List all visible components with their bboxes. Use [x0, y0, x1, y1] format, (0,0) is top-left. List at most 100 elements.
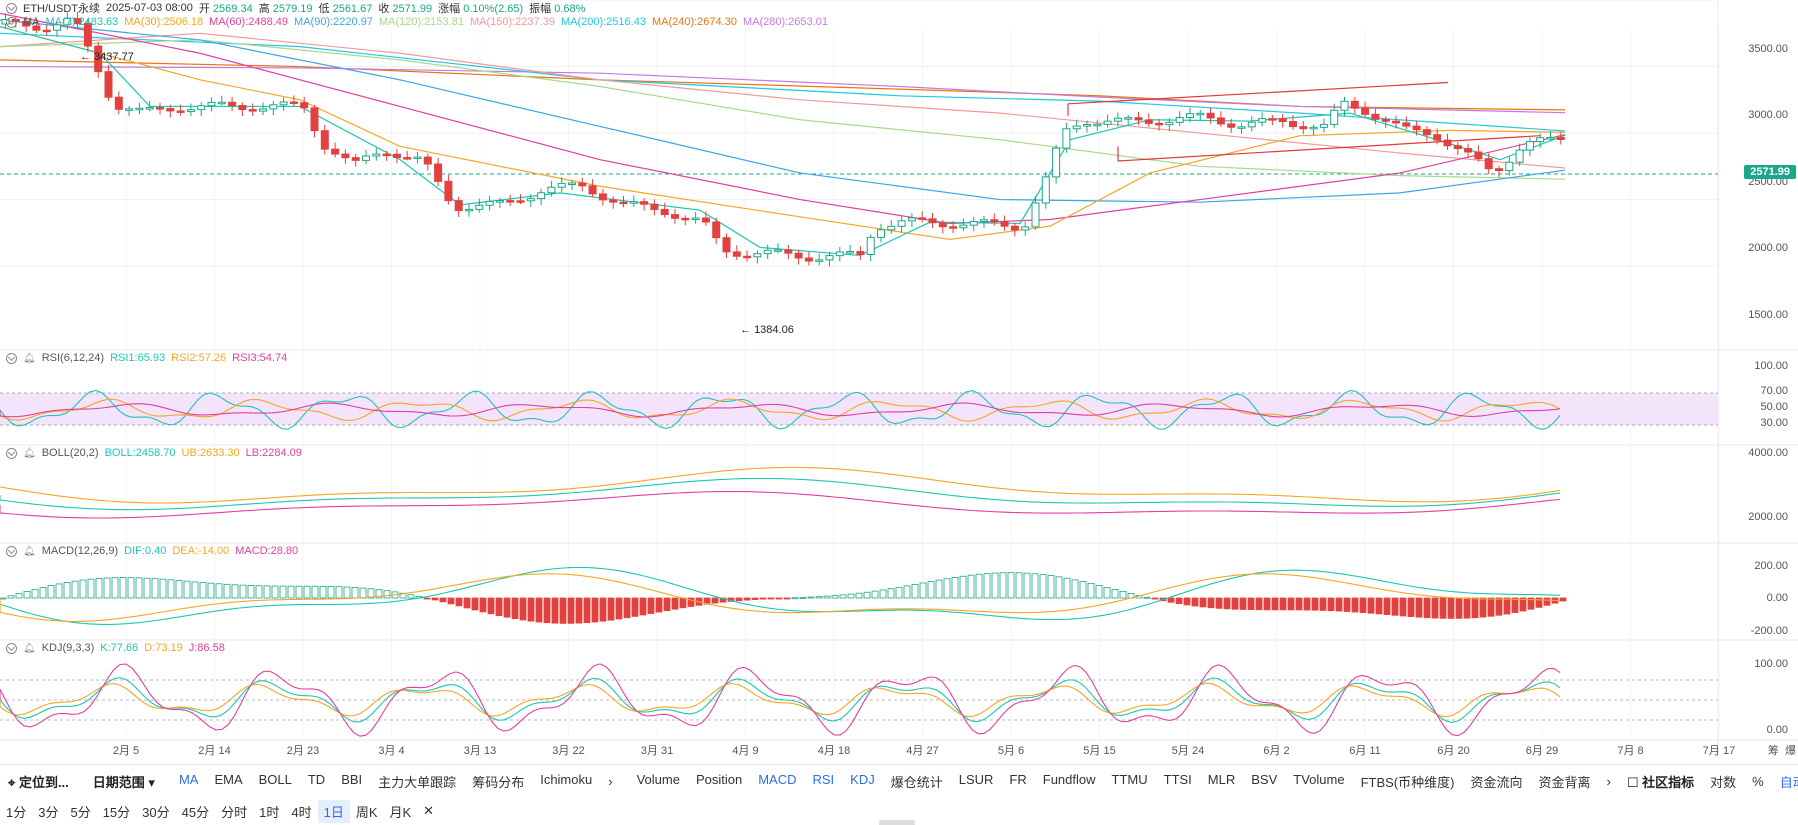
- log-scale-button[interactable]: 对数: [1710, 774, 1737, 790]
- timeframe-5分-button[interactable]: 5分: [70, 804, 91, 820]
- ma-legend-item: MA(90):2220.97: [294, 16, 373, 28]
- macd-bar: [1535, 597, 1543, 608]
- macd-bar: [583, 597, 591, 624]
- candle-body: [42, 29, 51, 33]
- macd-bar: [1303, 597, 1311, 611]
- macd-bar: [1143, 596, 1151, 599]
- bell-icon[interactable]: 🔔︎: [23, 447, 36, 459]
- percent-scale-button[interactable]: %: [1752, 773, 1764, 789]
- subindicator-volume-button[interactable]: Volume: [636, 771, 680, 787]
- candle-body: [1505, 161, 1514, 172]
- ohlc-legend: ETH/USDT永续 2025-07-03 08:00 开 2569.34 高 …: [6, 0, 585, 16]
- candle-body: [774, 249, 782, 252]
- indicator-ma-button[interactable]: MA: [178, 771, 199, 787]
- subindicator-tvolume-button[interactable]: TVolume: [1293, 771, 1345, 787]
- indicator-boll-button[interactable]: BOLL: [258, 771, 292, 787]
- timeframe-月K-button[interactable]: 月K: [389, 804, 412, 820]
- collapse-icon[interactable]: [6, 352, 17, 364]
- macd-bar: [719, 597, 727, 603]
- collapse-icon[interactable]: [6, 16, 17, 28]
- candle-body: [454, 200, 463, 212]
- timeframe-4时-button[interactable]: 4时: [291, 804, 312, 820]
- sub-more-icon[interactable]: ›: [1606, 773, 1611, 789]
- subindicator-kdj-button[interactable]: KDJ: [850, 771, 875, 787]
- timeframe-3分-button[interactable]: 3分: [38, 804, 59, 820]
- chart-canvas[interactable]: [0, 0, 1798, 760]
- macd-bar: [279, 585, 287, 599]
- collapse-icon[interactable]: [6, 2, 17, 14]
- subindicator-ftbs-button[interactable]: FTBS(币种维度): [1360, 774, 1455, 790]
- rsi-y-50: 50.00: [1760, 401, 1788, 413]
- macd-y-neg200: -200.00: [1750, 625, 1788, 637]
- indicator-ema-button[interactable]: EMA: [214, 771, 243, 787]
- collapse-icon[interactable]: [6, 447, 17, 459]
- candle-body: [1165, 121, 1174, 126]
- subindicator-bsv-button[interactable]: BSV: [1251, 771, 1278, 787]
- candle-body: [392, 153, 401, 159]
- subindicator-lsur-button[interactable]: LSUR: [958, 771, 994, 787]
- macd-dea-line: [0, 573, 1561, 622]
- x-tick-label: 3月 31: [640, 745, 674, 757]
- candle-body: [1216, 117, 1225, 125]
- resize-handle[interactable]: [879, 820, 915, 825]
- locate-button[interactable]: ⌖ 定位到...: [8, 774, 69, 790]
- timeframe-15分-button[interactable]: 15分: [102, 804, 131, 820]
- candle-body: [1453, 145, 1462, 150]
- close-icon[interactable]: ✕: [423, 803, 435, 818]
- macd-bar: [7, 595, 15, 599]
- subindicator-fundflow-button[interactable]: Fundflow: [1042, 771, 1096, 787]
- macd-bar: [383, 590, 391, 599]
- subindicator-position-button[interactable]: Position: [695, 771, 743, 787]
- subindicator-macd-button[interactable]: MACD: [758, 771, 797, 787]
- timeframe-周K-button[interactable]: 周K: [355, 804, 378, 820]
- timeframe-1日-button[interactable]: 1日: [317, 799, 350, 823]
- subindicator-ttmu-button[interactable]: TTMU: [1111, 771, 1148, 787]
- indicator-td-button[interactable]: TD: [307, 771, 326, 787]
- macd-bar: [1343, 597, 1351, 612]
- macd-bar: [847, 593, 855, 599]
- macd-bar: [183, 580, 191, 599]
- community-indicators-button[interactable]: ☐ 社区指标: [1626, 774, 1695, 790]
- subindicator--button[interactable]: 爆仓统计: [890, 774, 943, 790]
- macd-bar: [1263, 597, 1271, 611]
- candle-body: [1093, 123, 1102, 127]
- collapse-icon[interactable]: [6, 545, 17, 557]
- macd-bar: [951, 577, 959, 599]
- macd-bar: [31, 588, 39, 599]
- subindicator-fr-button[interactable]: FR: [1009, 771, 1027, 787]
- macd-dif-line: [0, 566, 1561, 625]
- indicator-bbi-button[interactable]: BBI: [341, 771, 363, 787]
- timeframe-1时-button[interactable]: 1时: [259, 804, 280, 820]
- timeframe-分时-button[interactable]: 分时: [221, 804, 248, 820]
- candle-body: [73, 17, 82, 25]
- collapse-icon[interactable]: [6, 642, 17, 654]
- candle-body: [1330, 109, 1339, 125]
- macd-bar: [327, 586, 335, 599]
- timeframe-1分-button[interactable]: 1分: [6, 804, 27, 820]
- candle-body: [938, 222, 947, 228]
- indicator--button[interactable]: 筹码分布: [472, 774, 525, 790]
- macd-bar: [599, 597, 607, 622]
- subindicator--button[interactable]: 资金流向: [1470, 774, 1523, 790]
- main-more-icon[interactable]: ›: [608, 773, 613, 789]
- bell-icon[interactable]: 🔔︎: [23, 352, 36, 364]
- timeframe-30分-button[interactable]: 30分: [142, 804, 170, 820]
- macd-legend: 🔔︎ MACD(12,26,9) DIF:0.40 DEA:-14.00 MACD:…: [6, 545, 298, 557]
- subindicator-ttsi-button[interactable]: TTSI: [1163, 771, 1192, 787]
- auto-scale-button[interactable]: 自动: [1779, 774, 1798, 790]
- macd-bar: [63, 582, 71, 599]
- macd-bar: [1111, 588, 1119, 599]
- subindicator--button[interactable]: 资金背离: [1538, 774, 1591, 790]
- date-range-button[interactable]: 日期范围 ▾: [92, 774, 155, 790]
- subindicator-rsi-button[interactable]: RSI: [812, 771, 835, 787]
- indicator-ichimoku-button[interactable]: Ichimoku: [540, 771, 593, 787]
- candle-body: [94, 45, 103, 73]
- indicator--button[interactable]: 主力大单跟踪: [378, 774, 457, 790]
- candle-body: [753, 253, 762, 258]
- candle-body: [1237, 126, 1246, 129]
- candle-body: [1258, 118, 1267, 123]
- timeframe-45分-button[interactable]: 45分: [181, 804, 210, 820]
- bell-icon[interactable]: 🔔︎: [23, 642, 36, 654]
- subindicator-mlr-button[interactable]: MLR: [1207, 771, 1236, 787]
- bell-icon[interactable]: 🔔︎: [23, 545, 36, 557]
